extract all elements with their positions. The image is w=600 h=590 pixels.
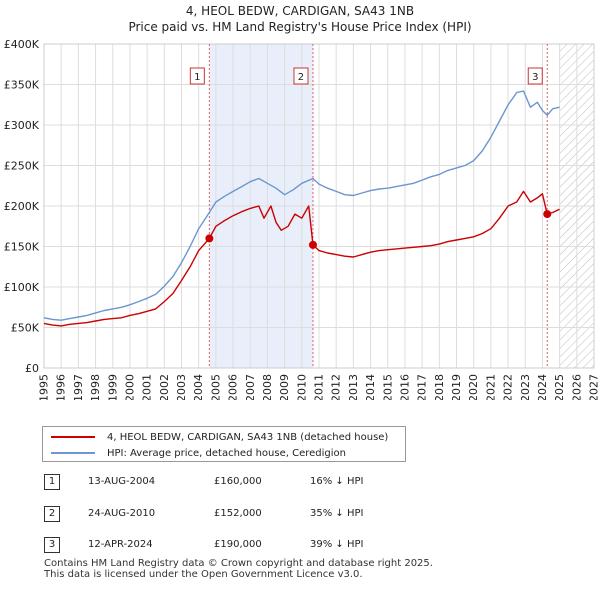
- sale-badge: [527, 67, 543, 85]
- x-tick-label: 2015: [381, 374, 394, 400]
- legend: 4, HEOL BEDW, CARDIGAN, SA43 1NB (detach…: [42, 426, 406, 462]
- y-tick-label: £0: [25, 362, 39, 375]
- x-tick-label: 2000: [123, 374, 136, 400]
- price-chart: 1 2 3 £0 £50K £100K £150K £200K £250K £300K £350K £…: [4, 38, 600, 400]
- x-tick-label: 1997: [72, 374, 85, 400]
- x-tick-label: 2002: [158, 374, 171, 400]
- sale-badge: [189, 67, 205, 85]
- x-tick-label: 2017: [416, 374, 429, 400]
- x-tick-label: 2012: [330, 374, 343, 400]
- x-tick-label: 1999: [106, 374, 119, 400]
- x-tick-label: 2009: [278, 374, 291, 400]
- x-tick-label: 1995: [38, 374, 51, 400]
- transaction-date: 12-APR-2024: [88, 539, 153, 550]
- y-tick-label: £50K: [11, 322, 40, 335]
- sale-badge: [293, 67, 309, 85]
- legend-label-property: 4, HEOL BEDW, CARDIGAN, SA43 1NB (detach…: [107, 431, 389, 443]
- x-tick-label: 2020: [467, 374, 480, 400]
- series-line: [43, 190, 560, 327]
- x-tick-label: 2025: [553, 374, 566, 400]
- x-tick-label: 2011: [313, 374, 326, 400]
- x-tick-label: 2003: [175, 374, 188, 400]
- x-tick-label: 2026: [570, 374, 583, 400]
- x-tick-label: 2007: [244, 374, 257, 400]
- series-line: [43, 90, 560, 321]
- y-tick-label: £300K: [4, 119, 40, 132]
- sale-badge-label: 2: [298, 72, 304, 83]
- transaction-price: £160,000: [214, 476, 262, 487]
- transaction-hpi-diff: 35% ↓ HPI: [310, 508, 364, 519]
- transaction-row: 2 24-AUG-2010 £152,000 35% ↓ HPI: [44, 506, 404, 524]
- transaction-price: £152,000: [214, 508, 262, 519]
- y-tick-label: £100K: [4, 281, 40, 294]
- sale-point: [308, 240, 317, 249]
- transaction-row: 3 12-APR-2024 £190,000 39% ↓ HPI: [44, 537, 404, 555]
- legend-item-property: 4, HEOL BEDW, CARDIGAN, SA43 1NB (detach…: [51, 429, 388, 445]
- transaction-date: 24-AUG-2010: [88, 508, 156, 519]
- sale-badge-label: 3: [532, 72, 538, 83]
- x-tick-label: 2019: [450, 374, 463, 400]
- transaction-date: 13-AUG-2004: [88, 476, 156, 487]
- transaction-hpi-diff: 39% ↓ HPI: [310, 539, 364, 550]
- x-tick-label: 2010: [295, 374, 308, 400]
- transaction-row: 1 13-AUG-2004 £160,000 16% ↓ HPI: [44, 474, 404, 492]
- footer-license: This data is licensed under the Open Gov…: [44, 569, 363, 580]
- legend-swatch-hpi: [51, 452, 95, 454]
- sale-point: [205, 234, 214, 243]
- x-tick-label: 2013: [347, 374, 360, 400]
- y-tick-label: £200K: [4, 200, 40, 213]
- transaction-number: 2: [44, 506, 60, 522]
- x-tick-label: 2016: [398, 374, 411, 400]
- chart-title-line2: Price paid vs. HM Land Registry's House …: [128, 20, 472, 34]
- transaction-number: 1: [44, 474, 60, 490]
- y-tick-label: £150K: [4, 241, 40, 254]
- footer: Contains HM Land Registry data © Crown c…: [44, 558, 433, 580]
- plot-border: [43, 43, 595, 369]
- x-tick-label: 2027: [588, 374, 600, 400]
- legend-item-hpi: HPI: Average price, detached house, Cere…: [51, 445, 346, 461]
- x-tick-label: 2001: [141, 374, 154, 400]
- transaction-price: £190,000: [214, 539, 262, 550]
- x-tick-label: 1996: [55, 374, 68, 400]
- x-tick-label: 2024: [536, 374, 549, 400]
- legend-label-hpi: HPI: Average price, detached house, Cere…: [107, 447, 346, 459]
- x-tick-label: 2004: [192, 374, 205, 400]
- x-tick-label: 2018: [433, 374, 446, 400]
- x-tick-label: 2006: [227, 374, 240, 400]
- footer-copyright: Contains HM Land Registry data © Crown c…: [44, 558, 433, 569]
- y-tick-label: £350K: [4, 79, 40, 92]
- x-tick-label: 2008: [261, 374, 274, 400]
- legend-swatch-property: [51, 436, 95, 438]
- y-tick-label: £400K: [4, 38, 40, 51]
- x-tick-label: 2005: [209, 374, 222, 400]
- x-tick-label: 2023: [519, 374, 532, 400]
- y-tick-label: £250K: [4, 160, 40, 173]
- x-tick-label: 2022: [502, 374, 515, 400]
- chart-title-line1: 4, HEOL BEDW, CARDIGAN, SA43 1NB: [185, 4, 415, 18]
- transaction-number: 3: [44, 537, 60, 553]
- x-tick-label: 2014: [364, 374, 377, 400]
- x-tick-label: 2021: [484, 374, 497, 400]
- sale-badge-label: 1: [194, 72, 200, 83]
- transaction-hpi-diff: 16% ↓ HPI: [310, 476, 364, 487]
- x-tick-label: 1998: [89, 374, 102, 400]
- sale-point: [543, 210, 552, 219]
